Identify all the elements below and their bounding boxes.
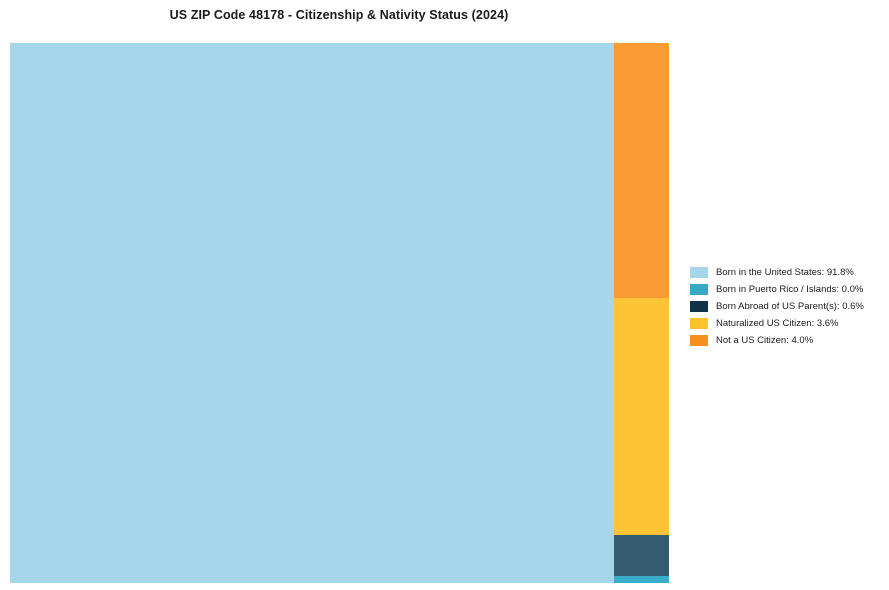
tile-born-abroad-of-us-parents[interactable]	[613, 534, 669, 576]
legend-item-label: Born in the United States: 91.8%	[716, 267, 854, 278]
legend-swatch-icon	[690, 318, 708, 329]
legend-swatch-icon	[690, 267, 708, 278]
legend-swatch-icon	[690, 301, 708, 312]
treemap-plot-area	[10, 43, 669, 583]
tile-born-in-puerto-rico-islands[interactable]	[613, 575, 669, 583]
legend-item-label: Not a US Citizen: 4.0%	[716, 335, 814, 346]
tile-born-in-united-states[interactable]	[10, 43, 614, 583]
legend-item[interactable]: Not a US Citizen: 4.0%	[690, 332, 880, 349]
tile-not-a-us-citizen[interactable]	[613, 43, 669, 298]
minority-status-column	[613, 43, 669, 583]
legend-item[interactable]: Born Abroad of US Parent(s): 0.6%	[690, 298, 880, 315]
tile-naturalized-us-citizen[interactable]	[613, 297, 669, 535]
legend-item-label: Naturalized US Citizen: 3.6%	[716, 318, 839, 329]
page-title: US ZIP Code 48178 - Citizenship & Nativi…	[169, 8, 509, 22]
legend-swatch-icon	[690, 335, 708, 346]
legend-item[interactable]: Born in the United States: 91.8%	[690, 264, 880, 281]
chart-legend: Born in the United States: 91.8% Born in …	[690, 264, 880, 349]
born-in-united-states-column	[10, 43, 614, 583]
legend-item[interactable]: Born in Puerto Rico / Islands: 0.0%	[690, 281, 880, 298]
legend-swatch-icon	[690, 284, 708, 295]
legend-item-label: Born Abroad of US Parent(s): 0.6%	[716, 301, 864, 312]
legend-item[interactable]: Naturalized US Citizen: 3.6%	[690, 315, 880, 332]
legend-item-label: Born in Puerto Rico / Islands: 0.0%	[716, 284, 864, 295]
